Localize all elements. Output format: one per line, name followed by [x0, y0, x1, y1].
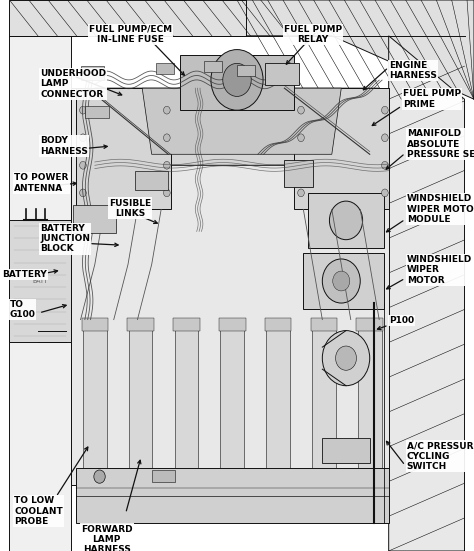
Text: WINDSHIELD
WIPER
MOTOR: WINDSHIELD WIPER MOTOR — [407, 255, 472, 285]
Circle shape — [382, 106, 388, 114]
Bar — [265, 63, 299, 85]
Bar — [128, 318, 154, 331]
Bar — [310, 318, 337, 331]
Circle shape — [298, 106, 304, 114]
Bar — [322, 438, 370, 463]
Circle shape — [94, 470, 105, 483]
Bar — [237, 65, 255, 76]
Circle shape — [336, 346, 356, 370]
Polygon shape — [142, 88, 341, 154]
Circle shape — [223, 63, 251, 96]
Circle shape — [80, 134, 86, 142]
Bar — [284, 160, 313, 187]
Circle shape — [164, 106, 170, 114]
Bar — [83, 320, 107, 485]
Bar — [76, 468, 389, 523]
Circle shape — [298, 189, 304, 197]
Bar — [129, 320, 153, 485]
Circle shape — [322, 259, 360, 303]
Bar — [219, 318, 246, 331]
Text: FUEL PUMP
RELAY: FUEL PUMP RELAY — [284, 25, 342, 44]
Text: BATTERY
JUNCTION
BLOCK: BATTERY JUNCTION BLOCK — [40, 224, 90, 253]
Bar — [180, 55, 294, 110]
Bar — [204, 61, 222, 72]
Bar — [294, 88, 389, 209]
Bar — [174, 320, 198, 485]
Circle shape — [80, 189, 86, 197]
Polygon shape — [9, 0, 246, 36]
Text: A/C PRESSURE
CYCLING
SWITCH: A/C PRESSURE CYCLING SWITCH — [407, 441, 474, 471]
Bar — [9, 220, 71, 342]
Text: WINDSHIELD
WIPER MOTOR
MODULE: WINDSHIELD WIPER MOTOR MODULE — [407, 195, 474, 224]
Bar — [152, 470, 175, 482]
Text: UNDERHOOD
LAMP
CONNECTOR: UNDERHOOD LAMP CONNECTOR — [40, 69, 107, 99]
Bar — [76, 88, 171, 209]
Circle shape — [164, 161, 170, 169]
Text: TO POWER
ANTENNA: TO POWER ANTENNA — [14, 173, 69, 193]
Bar — [85, 106, 109, 118]
Polygon shape — [95, 88, 379, 165]
Bar — [156, 63, 174, 74]
Circle shape — [382, 161, 388, 169]
Polygon shape — [389, 36, 465, 551]
Bar — [71, 88, 389, 485]
Bar — [358, 320, 382, 485]
Polygon shape — [246, 0, 474, 99]
Bar — [308, 193, 384, 248]
Text: P100: P100 — [389, 316, 414, 325]
Text: FUEL PUMP/ECM
IN-LINE FUSE: FUEL PUMP/ECM IN-LINE FUSE — [89, 25, 172, 44]
Polygon shape — [9, 36, 71, 551]
Bar — [266, 320, 290, 485]
Text: ENGINE
HARNESS: ENGINE HARNESS — [389, 61, 437, 80]
Bar — [303, 253, 384, 309]
Text: TO LOW
COOLANT
PROBE: TO LOW COOLANT PROBE — [14, 496, 63, 526]
Text: BODY
HARNESS: BODY HARNESS — [40, 136, 88, 156]
Circle shape — [382, 134, 388, 142]
Bar — [312, 320, 336, 485]
Circle shape — [382, 189, 388, 197]
Bar — [81, 66, 104, 80]
Circle shape — [164, 189, 170, 197]
Text: MANIFOLD
ABSOLUTE
PRESSURE SENSOR: MANIFOLD ABSOLUTE PRESSURE SENSOR — [407, 129, 474, 159]
Circle shape — [333, 271, 350, 291]
Text: FUEL PUMP
PRIME: FUEL PUMP PRIME — [403, 89, 461, 109]
Bar — [82, 318, 108, 331]
Circle shape — [322, 331, 370, 386]
Bar — [265, 318, 292, 331]
Text: BATTERY: BATTERY — [2, 270, 47, 279]
Text: FORWARD
LAMP
HARNESS: FORWARD LAMP HARNESS — [81, 525, 132, 551]
Bar — [356, 318, 383, 331]
Text: FUSIBLE
LINKS: FUSIBLE LINKS — [109, 198, 151, 218]
Circle shape — [164, 134, 170, 142]
Circle shape — [80, 161, 86, 169]
Bar — [220, 320, 244, 485]
Circle shape — [211, 50, 263, 110]
Bar — [135, 171, 168, 190]
Circle shape — [80, 106, 86, 114]
Bar — [73, 205, 116, 233]
Circle shape — [298, 134, 304, 142]
Bar — [173, 318, 200, 331]
Text: TO
G100: TO G100 — [9, 300, 36, 320]
Circle shape — [329, 201, 363, 240]
Circle shape — [298, 161, 304, 169]
Text: BATT: BATT — [33, 278, 48, 284]
